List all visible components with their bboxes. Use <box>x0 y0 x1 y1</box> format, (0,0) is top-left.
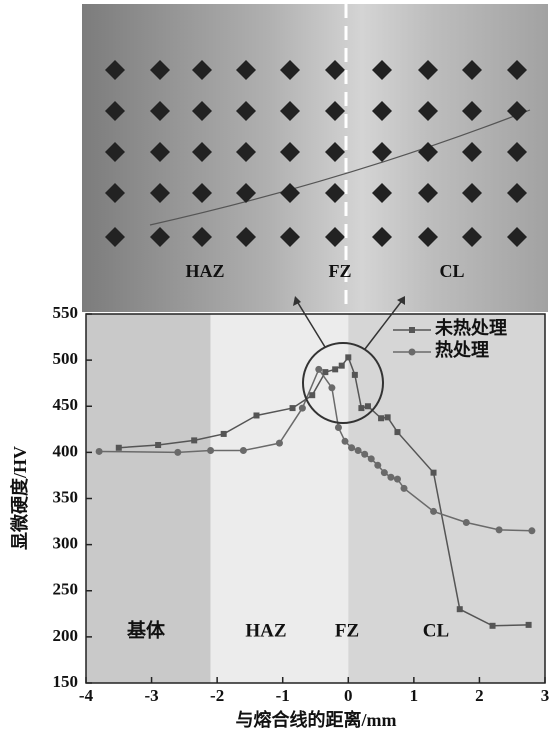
point <box>240 447 247 454</box>
point <box>430 508 437 515</box>
point <box>335 424 342 431</box>
point <box>342 438 349 445</box>
point <box>276 440 283 447</box>
point <box>385 414 391 420</box>
legend-label: 未热处理 <box>435 317 507 338</box>
y-tick-label: 400 <box>53 441 79 460</box>
zone-label: CL <box>423 620 449 641</box>
point <box>381 469 388 476</box>
point <box>221 431 227 437</box>
y-tick-label: 350 <box>53 487 79 506</box>
zone-label: 基体 <box>126 618 166 641</box>
point <box>394 476 401 483</box>
point <box>361 451 368 458</box>
point <box>457 606 463 612</box>
point <box>299 405 306 412</box>
x-tick-label: -4 <box>79 686 94 705</box>
point <box>328 384 335 391</box>
point <box>332 366 338 372</box>
point <box>339 363 345 369</box>
y-axis-label: 显微硬度/HV <box>9 446 30 550</box>
point <box>96 448 103 455</box>
y-tick-label: 450 <box>53 395 79 414</box>
point <box>355 447 362 454</box>
x-tick-label: -2 <box>210 686 224 705</box>
point <box>345 354 351 360</box>
y-tick-label: 250 <box>53 580 79 599</box>
x-tick-label: -1 <box>276 686 290 705</box>
x-tick-label: 1 <box>410 686 419 705</box>
point <box>309 392 315 398</box>
y-tick-label: 150 <box>53 672 79 691</box>
point <box>490 623 496 629</box>
point <box>207 447 214 454</box>
point <box>526 622 532 628</box>
micrograph-bg <box>82 4 548 312</box>
point <box>174 449 181 456</box>
legend-marker <box>409 327 415 333</box>
point <box>374 462 381 469</box>
point <box>358 405 364 411</box>
point <box>368 455 375 462</box>
point <box>315 366 322 373</box>
point <box>378 415 384 421</box>
point <box>365 403 371 409</box>
point <box>352 372 358 378</box>
point <box>191 437 197 443</box>
x-tick-label: 2 <box>475 686 484 705</box>
point <box>290 405 296 411</box>
micrograph: HAZ FZ CL <box>82 4 548 312</box>
x-tick-label: -3 <box>144 686 158 705</box>
figure: HAZ FZ CL 150 200 250 300 350 400 450 500 550 -4 -3 -… <box>0 0 552 740</box>
point <box>431 470 437 476</box>
point <box>528 527 535 534</box>
point <box>401 485 408 492</box>
point <box>463 519 470 526</box>
y-tick-label: 300 <box>53 534 79 553</box>
micro-label: CL <box>439 261 464 281</box>
point <box>116 445 122 451</box>
y-tick-label: 550 <box>53 303 79 322</box>
x-tick-label: 0 <box>344 686 353 705</box>
point <box>496 526 503 533</box>
x-tick-label: 3 <box>541 686 550 705</box>
y-tick-label: 200 <box>53 626 79 645</box>
y-tick-label: 500 <box>53 349 79 368</box>
legend-label: 热处理 <box>435 339 489 360</box>
zone-label: FZ <box>335 620 359 641</box>
x-axis-label: 与熔合线的距离/mm <box>236 709 397 730</box>
point <box>253 412 259 418</box>
zone-label: HAZ <box>245 620 286 641</box>
point <box>394 429 400 435</box>
point <box>348 444 355 451</box>
point <box>322 369 328 375</box>
point <box>387 474 394 481</box>
point <box>155 442 161 448</box>
legend-marker <box>409 349 416 356</box>
micro-label: HAZ <box>185 261 224 281</box>
micro-label: FZ <box>328 261 351 281</box>
